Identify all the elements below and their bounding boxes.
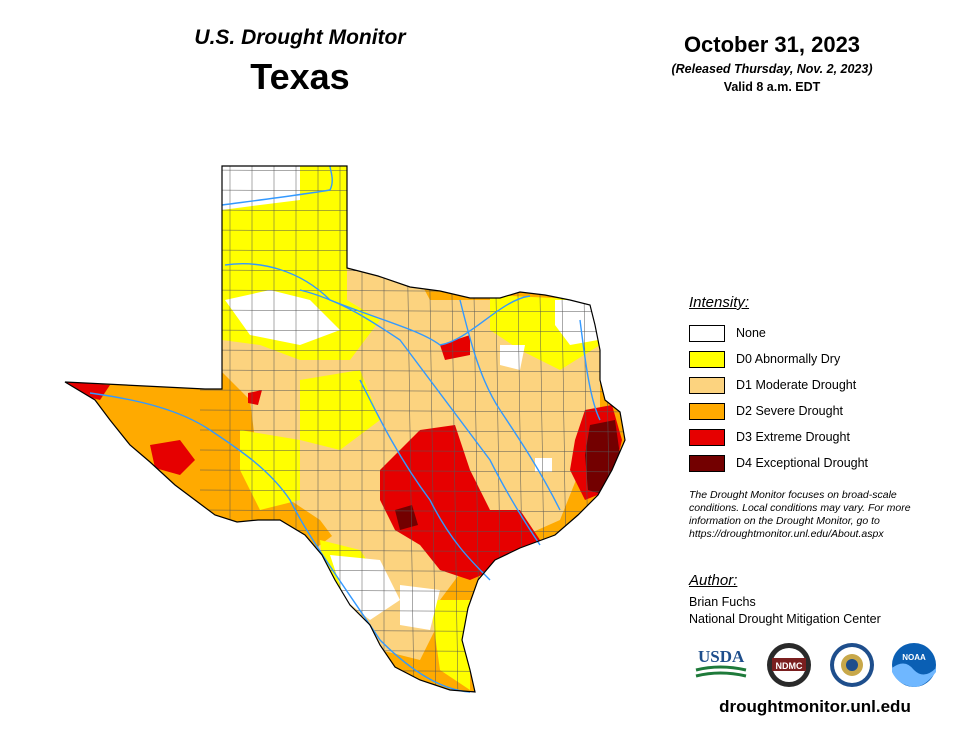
river-red xyxy=(224,263,531,346)
d3-area-el-paso xyxy=(65,382,110,400)
legend-title: Intensity: xyxy=(689,294,750,311)
county-line xyxy=(199,449,625,453)
river-sabine xyxy=(579,319,601,421)
commerce-seal xyxy=(830,643,874,687)
disclaimer-text: The Drought Monitor focuses on broad-sca… xyxy=(689,489,911,540)
author-org: National Drought Mitigation Center xyxy=(689,612,881,626)
legend-label-d3: D3 Extreme Drought xyxy=(736,430,850,444)
legend-swatch-d3 xyxy=(689,429,725,446)
d3-area-permian-spot xyxy=(248,390,262,405)
county-line xyxy=(199,369,625,373)
county-line xyxy=(199,329,625,333)
drought-areas xyxy=(65,160,634,700)
legend-label-d1: D1 Moderate Drought xyxy=(736,378,857,392)
release-date: (Released Thursday, Nov. 2, 2023) xyxy=(671,62,873,76)
noaa-logo: NOAA xyxy=(892,643,936,687)
county-line xyxy=(199,389,625,393)
d3-area-north-central xyxy=(440,335,470,360)
noaa-logo-text: NOAA xyxy=(902,653,926,662)
valid-time: Valid 8 a.m. EDT xyxy=(723,80,821,94)
d3-area-big-bend xyxy=(150,440,195,475)
legend-swatch-d4 xyxy=(689,455,725,472)
none-area-panhandle-top xyxy=(222,166,300,210)
ndmc-logo-text: NDMC xyxy=(776,661,803,671)
county-line xyxy=(199,349,625,353)
legend-swatch-d0 xyxy=(689,351,725,368)
river-trinity xyxy=(459,299,561,511)
legend-item-d1: D1 Moderate Drought xyxy=(689,373,939,399)
legend-label-none: None xyxy=(736,326,766,340)
none-area-northeast xyxy=(555,300,598,345)
legend-item-none: None xyxy=(689,321,939,347)
map-brand-title: U.S. Drought Monitor xyxy=(194,26,406,49)
rivers xyxy=(89,165,601,693)
none-area-southwest xyxy=(330,555,400,620)
county-line xyxy=(199,509,625,513)
ndmc-logo: NDMC xyxy=(767,643,811,687)
partner-logos: USDA NDMC NOAA xyxy=(695,643,936,687)
author-title: Author: xyxy=(689,572,738,589)
header-right: October 31, 2023 (Released Thursday, Nov… xyxy=(612,32,932,94)
county-line xyxy=(199,469,625,473)
legend-swatch-none xyxy=(689,325,725,342)
county-line xyxy=(199,309,625,313)
none-area-south xyxy=(400,585,440,630)
legend-swatch-d2 xyxy=(689,403,725,420)
state-title: Texas xyxy=(250,56,350,97)
legend-swatch-d1 xyxy=(689,377,725,394)
texas-outline xyxy=(64,165,626,693)
county-line xyxy=(199,689,625,692)
legend: Intensity: None D0 Abnormally Dry D1 Mod… xyxy=(689,294,939,477)
d3-area-central-texas xyxy=(380,425,540,580)
legend-item-d3: D3 Extreme Drought xyxy=(689,425,939,451)
county-line xyxy=(199,409,625,413)
map-date: October 31, 2023 xyxy=(683,32,861,57)
legend-label-d0: D0 Abnormally Dry xyxy=(736,352,841,366)
d4-area-central xyxy=(395,505,418,530)
river-colorado xyxy=(359,379,491,581)
river-canadian xyxy=(221,165,333,206)
legend-label-d2: D2 Severe Drought xyxy=(736,404,844,418)
d0-area-valley xyxy=(430,600,470,690)
legend-label-d4: D4 Exceptional Drought xyxy=(736,456,869,470)
usda-logo: USDA xyxy=(695,647,747,678)
legend-item-d2: D2 Severe Drought xyxy=(689,399,939,425)
author-name: Brian Fuchs xyxy=(689,595,756,609)
legend-item-d0: D0 Abnormally Dry xyxy=(689,347,939,373)
header-left: U.S. Drought Monitor Texas xyxy=(130,26,470,98)
legend-items: None D0 Abnormally Dry D1 Moderate Droug… xyxy=(689,321,939,477)
author-block: Author: Brian Fuchs National Drought Mit… xyxy=(689,572,939,628)
usda-logo-text: USDA xyxy=(698,647,745,666)
county-line xyxy=(626,160,634,700)
none-area-panhandle-south xyxy=(225,290,340,345)
river-rio-grande xyxy=(89,392,471,693)
river-brazos xyxy=(299,289,541,546)
county-line xyxy=(199,429,625,433)
legend-item-d4: D4 Exceptional Drought xyxy=(689,451,939,477)
website-link[interactable]: droughtmonitor.unl.edu xyxy=(719,697,911,716)
county-line xyxy=(199,489,625,493)
d4-area-east-texas xyxy=(585,420,620,495)
none-area-houston xyxy=(535,458,552,472)
